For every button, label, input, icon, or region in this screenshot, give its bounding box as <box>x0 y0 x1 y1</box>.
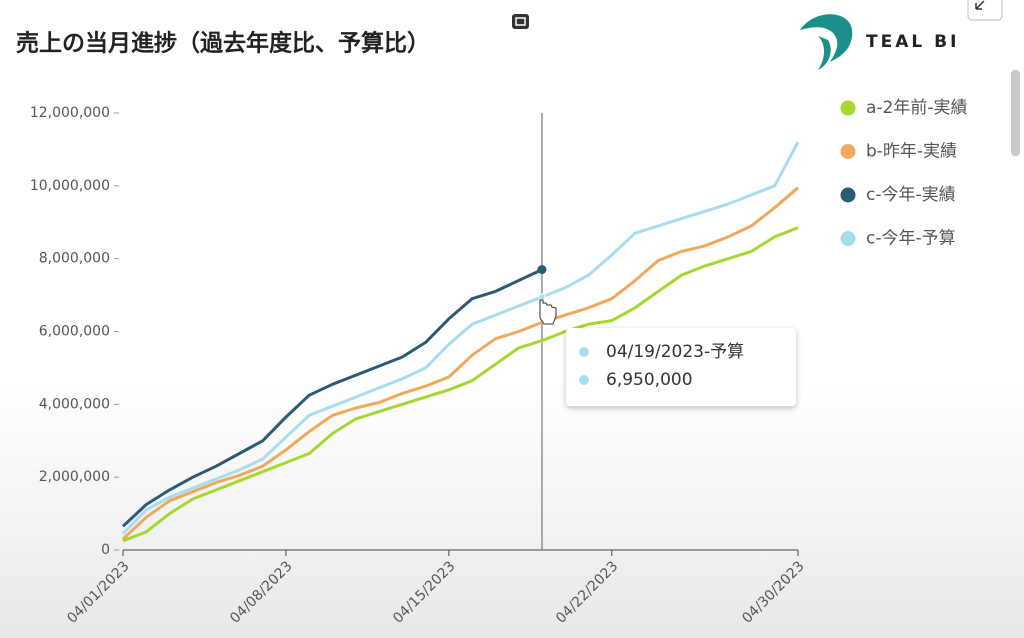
y-tick-label: 0 <box>101 542 110 558</box>
cursor <box>539 299 557 325</box>
scrollbar[interactable] <box>1011 70 1020 156</box>
x-tick-label: 04/30/2023 <box>739 558 807 626</box>
logo-mark <box>800 14 853 62</box>
legend-swatch <box>840 231 856 246</box>
legend-label: c-今年-予算 <box>866 229 956 249</box>
tooltip-box <box>566 328 796 406</box>
logo: TEAL BI <box>800 14 959 70</box>
tooltip-dot <box>579 375 589 385</box>
legend-swatch <box>840 100 856 116</box>
tooltip-value: 6,950,000 <box>606 370 693 390</box>
chart-title: 売上の当月進捗（過去年度比、予算比） <box>16 30 430 57</box>
series-line <box>121 186 799 541</box>
series-line <box>121 141 800 535</box>
y-tick-label: 2,000,000 <box>39 469 110 485</box>
legend-label: a-2年前-実績 <box>866 98 968 118</box>
legend-label: b-昨年-実績 <box>866 142 957 162</box>
collapse-button[interactable] <box>967 0 1003 21</box>
y-tick-label: 4,000,000 <box>39 396 110 412</box>
y-tick-label: 8,000,000 <box>39 251 110 267</box>
x-tick-label: 04/15/2023 <box>390 558 458 626</box>
tooltip-dot <box>579 347 589 357</box>
collapse-icon <box>975 0 985 10</box>
series-line <box>122 226 799 543</box>
hover-point <box>538 293 546 301</box>
tooltip-title: 04/19/2023-予算 <box>606 342 744 362</box>
y-tick-label: 10,000,000 <box>30 178 110 194</box>
logo-text: TEAL BI <box>866 32 959 52</box>
y-tick-label: 6,000,000 <box>39 324 110 340</box>
logo-mark-tail <box>818 36 831 70</box>
end-point <box>537 265 547 275</box>
expand-icon[interactable] <box>512 14 529 29</box>
expand-icon-inner <box>515 17 526 26</box>
x-tick-label: 04/08/2023 <box>227 558 295 626</box>
series-line <box>121 268 543 528</box>
x-tick-label: 04/01/2023 <box>64 558 132 626</box>
x-tick-label: 04/22/2023 <box>553 558 621 626</box>
legend-swatch <box>840 187 856 203</box>
legend-label: c-今年-実績 <box>866 185 956 205</box>
legend-swatch <box>840 144 856 159</box>
y-tick-label: 12,000,000 <box>30 105 110 121</box>
